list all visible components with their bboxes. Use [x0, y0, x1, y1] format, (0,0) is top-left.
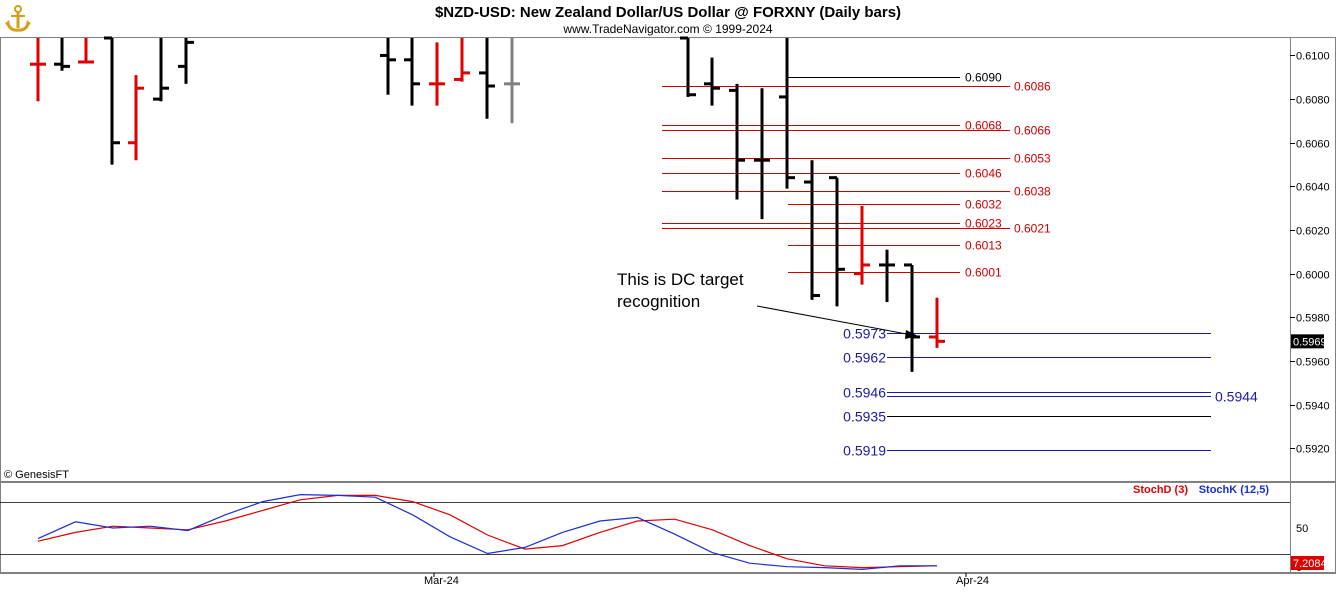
resistance-level-label: 0.6066 [1014, 124, 1051, 138]
ohlc-bar [54, 38, 70, 71]
date-axis: Mar-24 Apr-24 [424, 573, 989, 587]
stoch-d-legend: StochD (3) [1133, 484, 1188, 496]
ohlc-bar [504, 38, 520, 124]
ohlc-bar [429, 42, 445, 106]
support-level-label: 0.5973 [843, 326, 886, 342]
price-tick-label: 0.6100 [1296, 51, 1330, 63]
price-axis: 0.6100 0.6080 0.6060 0.6040 0.6020 0.6000 0.59… [1290, 51, 1330, 456]
genesis-anchor-logo-icon [2, 2, 36, 34]
price-tick-label: 0.5980 [1296, 313, 1330, 325]
resistance-level-label: 0.6053 [1014, 152, 1051, 166]
stoch-k-legend: StochK (12,5) [1199, 484, 1270, 496]
support-level-label: 0.5935 [843, 409, 886, 425]
chart-subtitle: www.TradeNavigator.com © 1999-2024 [562, 22, 772, 36]
ohlc-bar [779, 38, 795, 189]
price-tick-label: 0.6080 [1296, 95, 1330, 107]
last-price-label: 0.5969 [1293, 336, 1327, 348]
annotation-arrow [756, 305, 913, 336]
price-bars [30, 36, 945, 372]
ohlc-bar [30, 38, 46, 102]
resistance-level-label: 0.6023 [965, 217, 1002, 231]
ohlc-bar [404, 38, 420, 106]
stoch-series-line [37, 493, 937, 571]
ohlc-bar [380, 38, 396, 95]
date-tick-label: Mar-24 [424, 575, 459, 587]
ohlc-bar [854, 206, 870, 285]
ohlc-bar [754, 88, 770, 220]
date-tick-label: Apr-24 [956, 575, 989, 587]
ohlc-bar [153, 38, 169, 102]
price-tick-label: 0.6020 [1296, 226, 1330, 238]
ohlc-bar [178, 38, 194, 84]
ohlc-bar [879, 249, 895, 303]
annotation-line-2: recognition [617, 292, 700, 311]
ohlc-bar [904, 263, 920, 372]
resistance-level-label: 0.6090 [965, 71, 1002, 85]
price-tick-label: 0.5960 [1296, 357, 1330, 369]
dc-target-annotation: This is DC target recognition [617, 270, 918, 339]
resistance-level-label: 0.6038 [1014, 185, 1051, 199]
price-tick-label: 0.5920 [1296, 444, 1330, 456]
stoch-panel-frame [0, 482, 1336, 573]
ohlc-bar [78, 38, 94, 64]
ohlc-bar [128, 75, 144, 161]
resistance-level-label: 0.6032 [965, 198, 1002, 212]
support-level-label: 0.5946 [843, 385, 886, 401]
support-level-label: 0.5962 [843, 350, 886, 366]
ohlc-bar [929, 297, 945, 348]
ohlc-bar [804, 160, 820, 300]
resistance-level-label: 0.6068 [965, 119, 1002, 133]
stoch-tick-label: 50 [1296, 523, 1308, 535]
support-level-label: 0.5919 [843, 443, 886, 459]
stoch-series-line [37, 494, 938, 569]
price-tick-label: 0.6060 [1296, 139, 1330, 151]
resistance-level-label: 0.6001 [965, 266, 1002, 280]
ohlc-bar [680, 36, 696, 97]
ohlc-bar [704, 57, 720, 106]
price-tick-label: 0.6000 [1296, 270, 1330, 282]
chart-title: $NZD-USD: New Zealand Dollar/US Dollar @… [435, 4, 901, 21]
ohlc-bar [104, 36, 120, 165]
logo [2, 2, 36, 34]
ohlc-bar [829, 176, 845, 307]
annotation-line-1: This is DC target [617, 270, 744, 289]
stochastic-panel: 5007.2084 [0, 493, 1327, 574]
ohlc-bar [454, 38, 470, 82]
price-panel-frame [0, 37, 1336, 482]
support-level-label: 0.5944 [1215, 389, 1258, 405]
ohlc-bar [479, 38, 495, 119]
resistance-level-label: 0.6046 [965, 167, 1002, 181]
copyright-watermark: © GenesisFT [4, 469, 69, 481]
resistance-level-label: 0.6021 [1014, 222, 1051, 236]
arrow-head-icon [905, 330, 918, 339]
price-levels: 0.6090 0.6086 0.6068 0.6066 0.6053 0.6046 0.60… [662, 71, 1258, 459]
stoch-value-label: 7.2084 [1293, 558, 1327, 570]
last-price-box [1291, 334, 1324, 349]
price-tick-label: 0.6040 [1296, 182, 1330, 194]
resistance-level-label: 0.6086 [1014, 80, 1051, 94]
ohlc-bar [729, 83, 745, 200]
price-tick-label: 0.5940 [1296, 401, 1330, 413]
resistance-level-label: 0.6013 [965, 239, 1002, 253]
stoch-value-box [1291, 556, 1324, 570]
